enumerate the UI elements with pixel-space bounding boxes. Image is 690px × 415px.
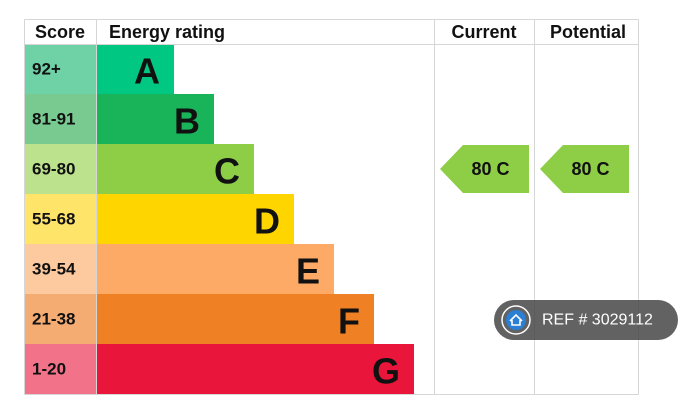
rating-letter: D xyxy=(254,201,280,242)
score-cell xyxy=(24,244,96,294)
rating-bar xyxy=(96,294,374,344)
score-cell xyxy=(24,194,96,244)
score-label: 1-20 xyxy=(32,360,66,379)
rating-bar xyxy=(96,244,334,294)
rating-letter: B xyxy=(174,101,200,142)
rating-bar xyxy=(96,194,294,244)
rating-bar xyxy=(96,144,254,194)
current-label: 80 C xyxy=(471,159,509,179)
score-cell xyxy=(24,294,96,344)
score-label: 69-80 xyxy=(32,160,75,179)
rating-bar xyxy=(96,44,174,94)
rating-letter: A xyxy=(134,51,160,92)
score-label: 39-54 xyxy=(32,260,76,279)
potential-arrow xyxy=(540,145,629,193)
score-label: 21-38 xyxy=(32,310,75,329)
ref-icon xyxy=(506,310,526,330)
rating-letter: E xyxy=(296,251,320,292)
score-cell xyxy=(24,44,96,94)
ref-badge xyxy=(494,300,678,340)
current-arrow xyxy=(440,145,529,193)
rating-bar xyxy=(96,344,414,394)
potential-label: 80 C xyxy=(571,159,609,179)
score-label: 92+ xyxy=(32,60,61,79)
header-score: Score xyxy=(35,22,85,42)
score-cell xyxy=(24,94,96,144)
score-cell xyxy=(24,144,96,194)
ref-text: REF # 3029112 xyxy=(542,312,653,329)
rating-letter: C xyxy=(214,151,240,192)
rating-letter: G xyxy=(372,351,400,392)
score-label: 81-91 xyxy=(32,110,75,129)
rating-letter: F xyxy=(338,301,360,342)
ref-icon-ring xyxy=(501,305,531,335)
header-potential: Potential xyxy=(550,22,626,42)
header-current: Current xyxy=(451,22,516,42)
score-cell xyxy=(24,344,96,394)
rating-bar xyxy=(96,94,214,144)
ref-icon-house xyxy=(509,313,523,326)
score-label: 55-68 xyxy=(32,210,75,229)
header-rating: Energy rating xyxy=(109,22,225,42)
